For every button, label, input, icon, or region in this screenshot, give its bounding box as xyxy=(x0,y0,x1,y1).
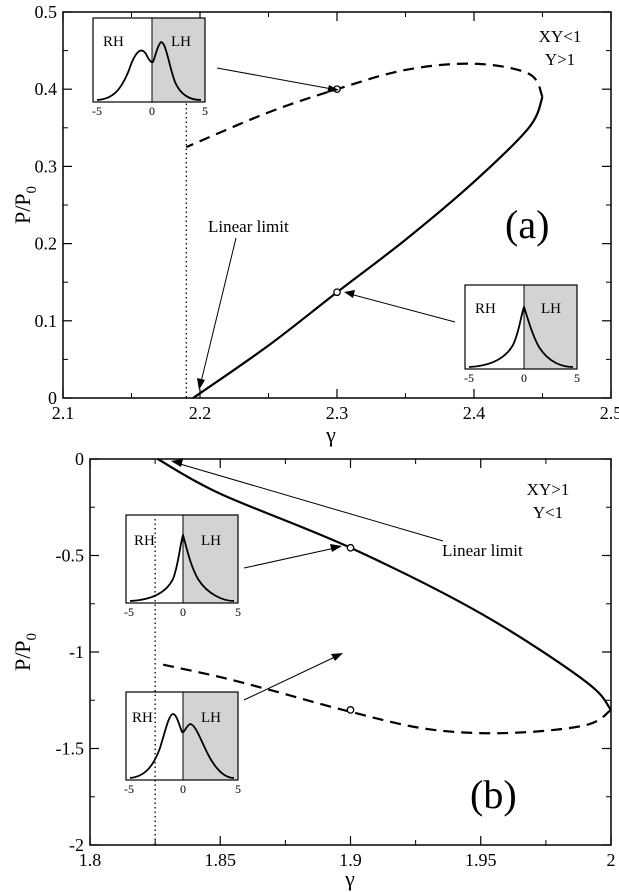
panel-b-inset2-arrowhead xyxy=(331,653,343,661)
panel-a-linear-limit-arrow xyxy=(200,237,237,383)
panel-a-x-tick-label: 2.5 xyxy=(600,403,619,423)
inset-tick-label: -5 xyxy=(92,104,102,118)
panel-a-y-tick-label: 0.3 xyxy=(35,156,58,176)
inset-profile-curve xyxy=(129,531,235,602)
panel-b-x-axis-label: γ xyxy=(344,866,355,891)
inset-shaded-region xyxy=(183,692,238,780)
inset-frame xyxy=(92,17,206,103)
inset-shaded-region xyxy=(524,285,577,369)
panel-a-linear-limit-arrowhead xyxy=(197,378,205,390)
panel-a-y-tick-label: 0.4 xyxy=(35,79,58,99)
panel-a-inset2-arrow xyxy=(349,293,456,323)
panel-a-inset-single-peak: RH LH -5 0 5 xyxy=(464,284,580,385)
panel-b-label: (b) xyxy=(470,772,517,817)
panel-a-y-axis-label: P/P0 xyxy=(10,186,40,224)
panel-b-annotation-line2: Y<1 xyxy=(533,503,563,522)
panel-a-x-axis-label: γ xyxy=(325,422,336,447)
inset-frame xyxy=(125,514,239,604)
inset-rh-label: RH xyxy=(475,301,496,317)
inset-rh-label: RH xyxy=(132,710,153,726)
panel-b-y-axis-label: P/P0 xyxy=(10,633,40,671)
panel-b-y-tick-label: 0 xyxy=(75,449,84,469)
inset-shaded-region xyxy=(183,515,238,603)
inset-tick-label: 5 xyxy=(235,605,241,619)
panel-a-x-tick-label: 2.1 xyxy=(52,403,75,423)
panel-a-inset2-arrowhead xyxy=(344,290,355,298)
panel-b-x-tick-label: 1.9 xyxy=(339,850,362,870)
inset-profile-curve xyxy=(468,304,574,368)
svg-text:P/P0: P/P0 xyxy=(10,633,40,671)
panel-a-annotation-line1: XY<1 xyxy=(539,27,582,46)
inset-lh-label: LH xyxy=(171,34,191,50)
panel-b-y-tick-label: -1 xyxy=(69,642,84,662)
panel-b-linear-limit-arrow xyxy=(179,463,444,542)
panel-b-y-tick-label: -1.5 xyxy=(56,739,85,759)
panel-a-label: (a) xyxy=(505,202,549,247)
panel-b-linear-limit-label: Linear limit xyxy=(442,541,523,560)
panel-a-curves xyxy=(185,62,544,399)
panel-a-linear-limit-label: Linear limit xyxy=(208,217,289,236)
panel-a-annotation-line2: Y>1 xyxy=(545,50,575,69)
panel-a-y-tick-label: 0.5 xyxy=(35,2,58,22)
inset-rh-label: RH xyxy=(134,533,155,549)
panel-b-inset-single-peak: RH LH -5 0 5 xyxy=(124,514,241,619)
panel-b-curves xyxy=(154,458,612,845)
panel-b-inset-two-peak: RH LH -5 0 5 xyxy=(124,691,241,796)
inset-profile-curve xyxy=(96,41,202,101)
panel-b-series-solid xyxy=(157,458,612,711)
panel-b-series-dashed xyxy=(157,662,612,735)
inset-tick-label: 5 xyxy=(202,104,208,118)
inset-frame xyxy=(125,691,239,781)
inset-profile-curve xyxy=(129,713,235,779)
panel-a-inset1-arrowhead xyxy=(327,85,339,93)
inset-rh-label: RH xyxy=(103,34,124,50)
panel-a-marker-point xyxy=(333,288,341,297)
panel-b-marker-point xyxy=(346,543,355,552)
panel-b-inset1-arrowhead xyxy=(330,544,342,552)
panel-a-series-dashed xyxy=(185,62,544,149)
panel-a-y-tick-label: 0.2 xyxy=(35,234,58,254)
panel-b-inset1-arrow xyxy=(243,547,336,569)
inset-tick-label: 5 xyxy=(235,782,241,796)
inset-lh-label: LH xyxy=(541,301,561,317)
inset-tick-label: -5 xyxy=(124,605,134,619)
inset-lh-label: LH xyxy=(201,533,221,549)
panel-b-y-tick-label: -2 xyxy=(69,835,84,855)
panel-a-x-tick-label: 2.4 xyxy=(463,403,486,423)
panel-b-marker-point xyxy=(346,706,355,714)
panel-b-x-tick-label: 1.95 xyxy=(465,850,497,870)
inset-tick-label: 0 xyxy=(149,104,155,118)
panel-a-y-tick-label: 0.1 xyxy=(35,311,58,331)
panel-b-linear-limit-arrowhead xyxy=(171,459,183,467)
panel-b-x-tick-label: 2 xyxy=(607,850,616,870)
panel-b: 1.8 1.85 1.9 1.95 2-2-1.5-1-0.50 γ P/P0 (b) … xyxy=(10,449,616,891)
inset-lh-label: LH xyxy=(201,710,221,726)
svg-text:P/P0: P/P0 xyxy=(10,186,40,224)
panel-a-ticks: 2.1 2.2 2.3 2.4 2.5 0 0.1 0.2 0.3 0.4 0.5 xyxy=(35,2,619,423)
panel-b-x-tick-label: 1.85 xyxy=(205,850,237,870)
panel-a-inset-two-peak: RH LH -5 0 5 xyxy=(92,17,208,118)
panel-a: 2.1 2.2 2.3 2.4 2.5 0 0.1 0.2 0.3 0.4 0.5 γ P/P0 (… xyxy=(10,2,619,447)
panel-b-ticks: 1.8 1.85 1.9 1.95 2 -2 -1.5 -1 -0.5 0 xyxy=(56,449,616,870)
inset-tick-label: 0 xyxy=(180,782,186,796)
inset-tick-label: -5 xyxy=(464,371,474,385)
inset-tick-label: -5 xyxy=(124,782,134,796)
inset-frame xyxy=(464,284,578,370)
panel-b-y-tick-label: -0.5 xyxy=(56,546,85,566)
panel-a-y-tick-label: 0 xyxy=(48,388,57,408)
panel-b-annotation-line1: XY>1 xyxy=(527,480,570,499)
panel-b-inset2-arrow xyxy=(243,655,338,701)
panel-a-x-tick-label: 2.3 xyxy=(326,403,349,423)
panel-b-x-tick-label: 1.8 xyxy=(79,850,102,870)
inset-tick-label: 0 xyxy=(180,605,186,619)
inset-tick-label: 5 xyxy=(574,371,580,385)
panel-a-series-solid xyxy=(192,96,544,399)
inset-tick-label: 0 xyxy=(521,371,527,385)
panel-a-inset1-arrow xyxy=(216,67,333,90)
panel-a-x-tick-label: 2.2 xyxy=(189,403,212,423)
